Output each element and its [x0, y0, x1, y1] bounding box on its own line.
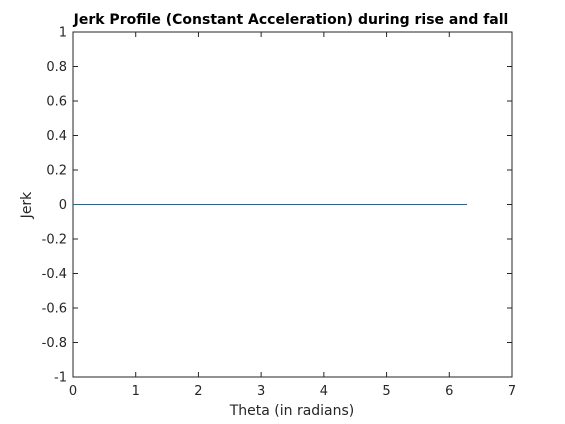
x-tick-label: 7 — [508, 384, 516, 399]
y-tick-label: -0.2 — [42, 233, 67, 248]
y-tick-label: 0.6 — [46, 95, 67, 110]
x-tick-label: 4 — [320, 384, 328, 399]
y-tick-label: -0.6 — [42, 302, 67, 317]
x-tick-label: 6 — [445, 384, 453, 399]
x-axis-label: Theta (in radians) — [229, 403, 355, 419]
y-tick-label: -0.4 — [42, 267, 67, 282]
x-tick-label: 2 — [194, 384, 202, 399]
chart-title: Jerk Profile (Constant Acceleration) dur… — [73, 12, 509, 28]
y-tick-label: 0.2 — [46, 164, 67, 179]
y-tick-label: 0.8 — [46, 60, 67, 75]
y-tick-label: 0 — [59, 198, 67, 213]
y-tick-label: -1 — [54, 371, 67, 386]
x-tick-label: 1 — [132, 384, 140, 399]
y-tick-label: -0.8 — [42, 336, 67, 351]
y-axis-label: Jerk — [19, 191, 35, 219]
x-tick-label: 5 — [382, 384, 390, 399]
y-tick-label: 1 — [59, 26, 67, 41]
y-tick-label: 0.4 — [46, 129, 67, 144]
x-axis: 0 1 2 3 4 5 6 7 — [69, 32, 516, 399]
x-tick-label: 3 — [257, 384, 265, 399]
x-tick-label: 0 — [69, 384, 77, 399]
y-axis: -1 -0.8 -0.6 -0.4 -0.2 0 0.2 0.4 0.6 0.8 1 — [42, 26, 512, 386]
